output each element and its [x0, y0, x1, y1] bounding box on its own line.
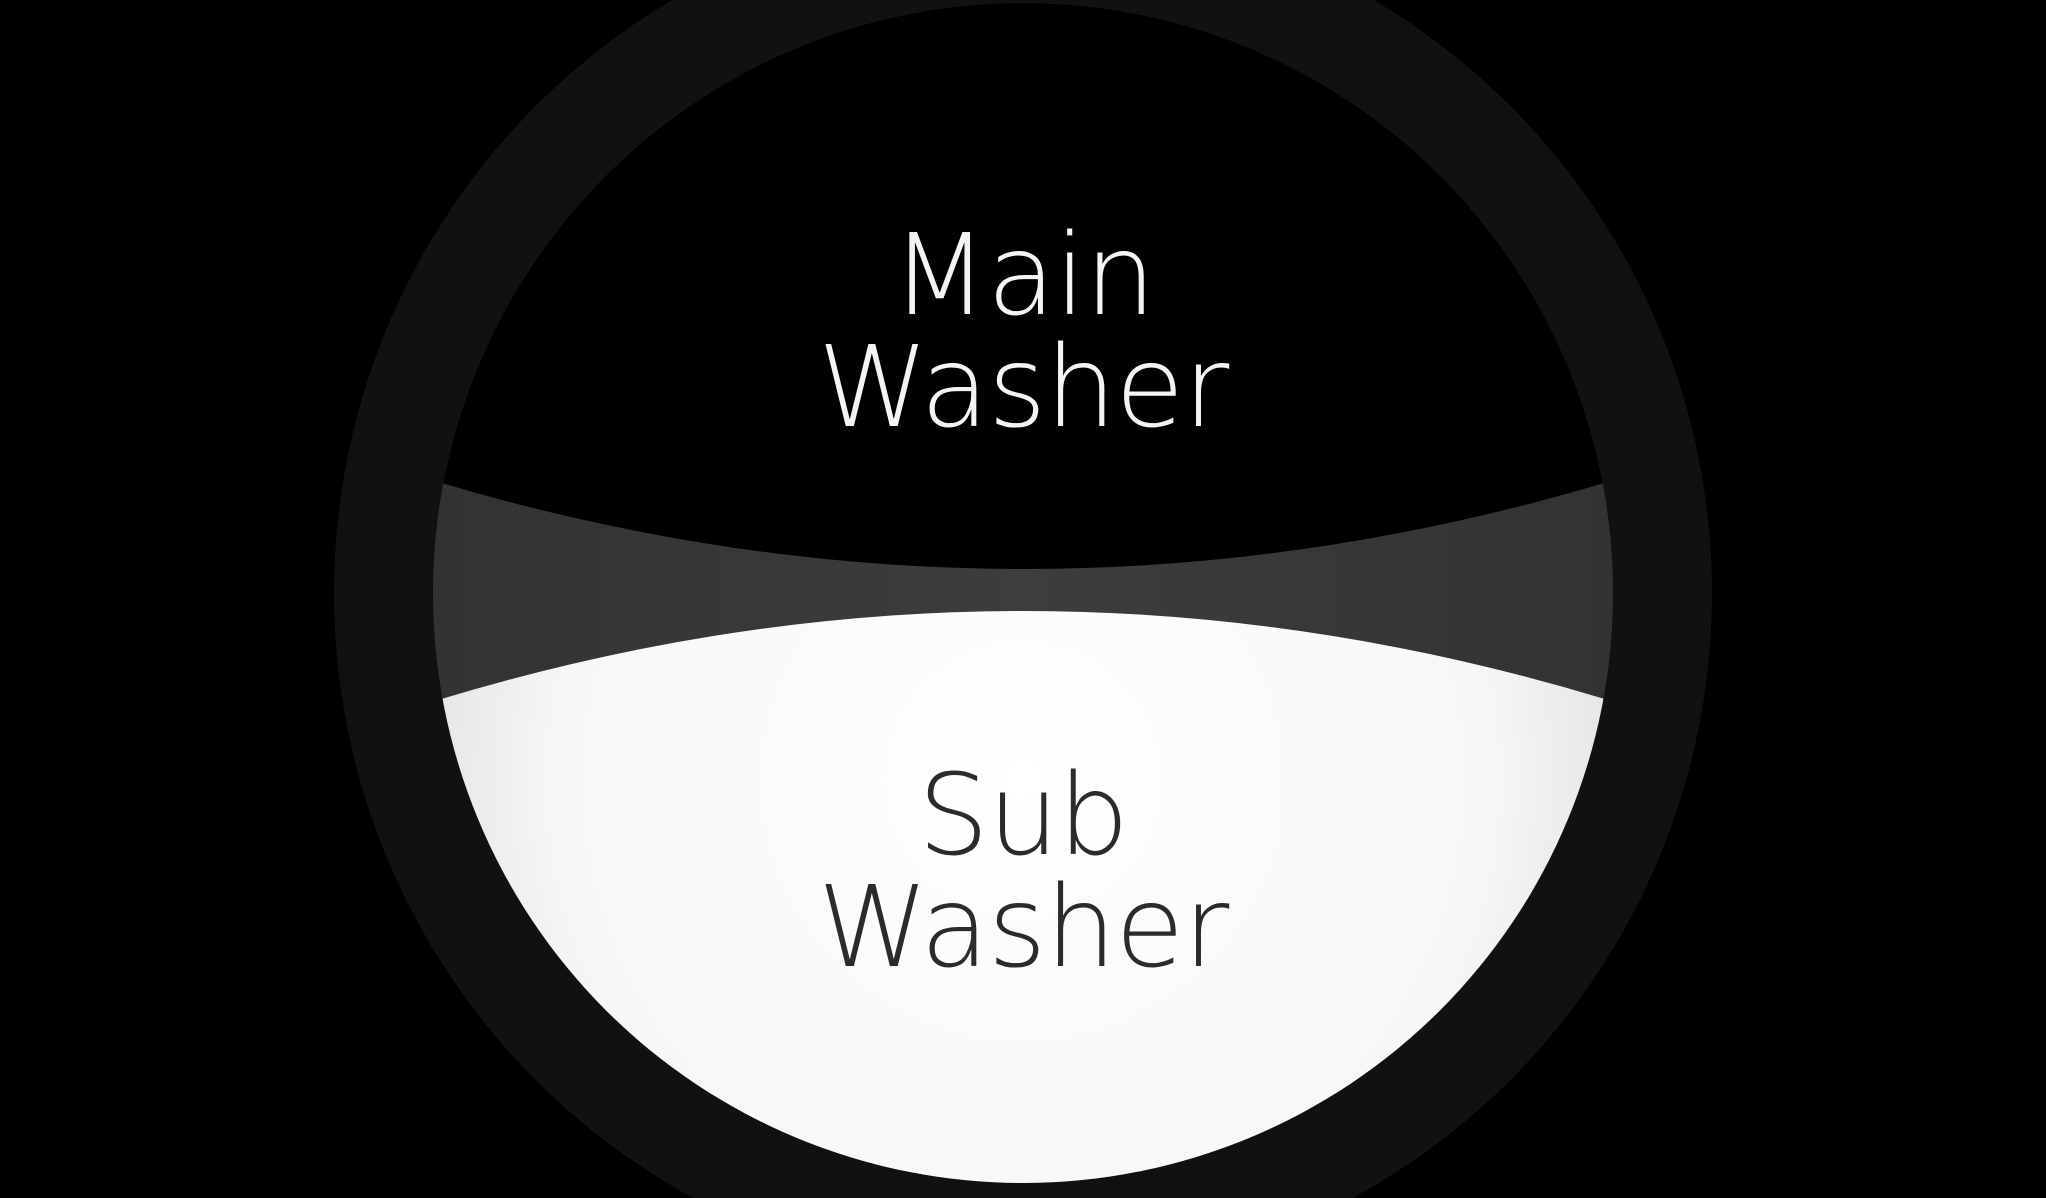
sub-washer-label-line1: Sub	[917, 751, 1129, 881]
sub-washer-label: Sub Washer	[773, 760, 1273, 984]
main-washer-label: Main Washer	[773, 220, 1273, 444]
main-washer-panel	[433, 3, 1613, 569]
main-washer-label-line1: Main	[891, 211, 1155, 341]
sub-washer-panel	[433, 611, 1613, 1183]
main-washer-label-line2: Washer	[817, 323, 1230, 453]
sub-washer-label-line2: Washer	[817, 863, 1230, 993]
